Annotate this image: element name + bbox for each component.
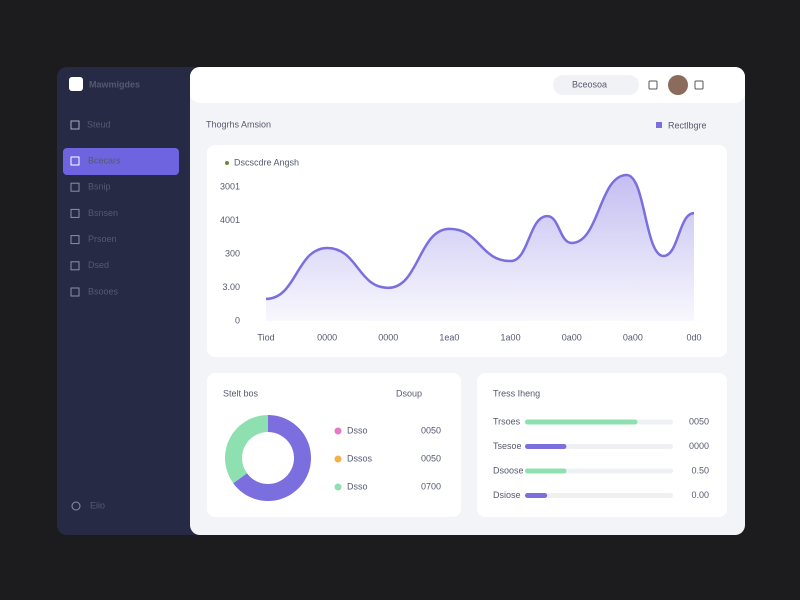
legend-value: 0050 bbox=[421, 425, 441, 435]
card-title: Tress Iheng bbox=[493, 388, 540, 398]
icon bbox=[656, 122, 662, 128]
search-box[interactable] bbox=[553, 75, 639, 95]
bar-value: 0.50 bbox=[691, 465, 709, 475]
legend-dot bbox=[334, 483, 342, 491]
icon bbox=[70, 208, 80, 218]
bar-label: Tsesoe bbox=[493, 441, 522, 451]
chart-title: Dscscdre Angsh bbox=[234, 157, 299, 167]
bar-track bbox=[525, 493, 673, 498]
page-title: Thogrhs Amsion bbox=[206, 119, 271, 129]
nav-item[interactable]: Bsnip bbox=[88, 182, 111, 192]
icon bbox=[71, 501, 81, 511]
x-tick-label: 0000 bbox=[378, 332, 398, 342]
legend-label: Dsso bbox=[347, 425, 368, 435]
search-text[interactable]: Bceosoa bbox=[572, 79, 607, 89]
x-tick-label: 0d0 bbox=[686, 332, 701, 342]
filter[interactable]: Rectlbgre bbox=[668, 120, 707, 130]
legend-dot bbox=[334, 455, 342, 463]
donut-segment bbox=[233, 415, 312, 501]
bar bbox=[525, 493, 548, 498]
active-item[interactable] bbox=[63, 148, 179, 175]
icon bbox=[70, 287, 80, 297]
topbar bbox=[190, 67, 745, 103]
brand-logo bbox=[69, 77, 83, 91]
donut-segment bbox=[225, 414, 268, 484]
nav-item[interactable]: Prsoen bbox=[88, 234, 117, 244]
y-tick-label: 3001 bbox=[220, 181, 240, 191]
nav-item[interactable]: Dsed bbox=[88, 260, 109, 270]
sidebar-footer[interactable]: Eiio bbox=[90, 500, 105, 510]
x-tick-label: 0a00 bbox=[623, 332, 643, 342]
donut-card bbox=[207, 373, 461, 517]
bar-value: 0.00 bbox=[691, 490, 709, 500]
icon bbox=[70, 261, 80, 271]
nav-item[interactable]: Bsnsen bbox=[88, 208, 118, 218]
legend-label: Dssos bbox=[347, 453, 373, 463]
bar-value: 0050 bbox=[689, 416, 709, 426]
brand: Mawmigdes bbox=[89, 79, 140, 89]
avatar[interactable] bbox=[668, 75, 688, 95]
icon bbox=[70, 182, 80, 192]
x-tick-label: Tiod bbox=[257, 332, 274, 342]
nav-item[interactable]: Bsooes bbox=[88, 286, 119, 296]
bullet bbox=[225, 161, 229, 165]
x-tick-label: 0a00 bbox=[562, 332, 582, 342]
x-tick-label: 1ea0 bbox=[439, 332, 459, 342]
sidebar bbox=[57, 67, 207, 535]
y-tick-label: 4001 bbox=[220, 215, 240, 225]
bar bbox=[525, 468, 567, 474]
icon bbox=[70, 120, 80, 130]
bar-label: Dsiose bbox=[493, 490, 521, 500]
y-tick-label: 300 bbox=[225, 248, 240, 258]
bar-value: 0000 bbox=[689, 441, 709, 451]
y-tick-label: 0 bbox=[235, 315, 240, 325]
icon[interactable] bbox=[694, 80, 704, 90]
legend-label: Dsso bbox=[347, 481, 368, 491]
bar bbox=[525, 419, 638, 425]
bar-label: Dsoose bbox=[493, 465, 524, 475]
x-tick-label: 0000 bbox=[317, 332, 337, 342]
legend-value: 0050 bbox=[421, 453, 441, 463]
sidebar-section[interactable]: Steud bbox=[87, 119, 111, 129]
line bbox=[265, 173, 695, 301]
y-tick-label: 3.00 bbox=[222, 282, 240, 292]
nav-item[interactable]: Bcecars bbox=[88, 155, 121, 165]
card-action[interactable]: Dsoup bbox=[396, 388, 422, 398]
bar-label: Trsoes bbox=[493, 416, 521, 426]
bar bbox=[525, 444, 567, 449]
legend-dot bbox=[334, 427, 342, 435]
card-title: Stelt bos bbox=[223, 388, 259, 398]
icon bbox=[70, 156, 80, 166]
x-tick-label: 1a00 bbox=[501, 332, 521, 342]
legend-value: 0700 bbox=[421, 481, 441, 491]
icon[interactable] bbox=[648, 80, 658, 90]
icon bbox=[70, 235, 80, 245]
